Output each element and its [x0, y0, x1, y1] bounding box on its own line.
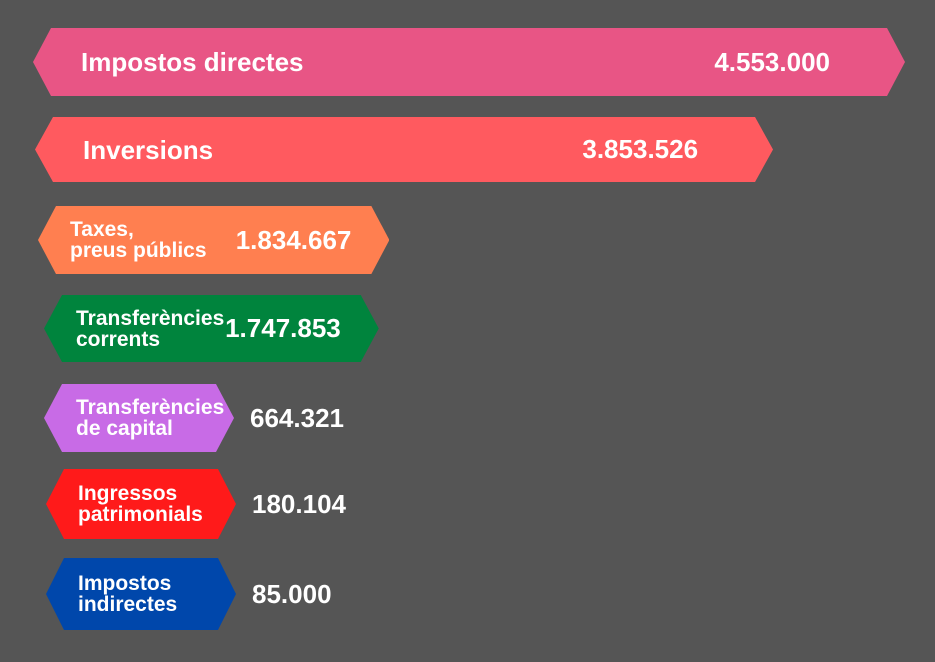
bar	[44, 384, 234, 452]
bar-value: 85.000	[252, 578, 332, 609]
bar	[44, 295, 379, 362]
bar-value: 1.834.667	[235, 224, 352, 255]
bar-label: Ingressos patrimonials	[78, 482, 203, 526]
bar-value: 3.853.526	[582, 134, 699, 164]
bar	[46, 558, 236, 630]
bar-label: Taxes, preus públics	[70, 218, 207, 262]
bar	[46, 469, 236, 539]
bar-label: Impostos directes	[81, 47, 304, 77]
bar-value: 180.104	[252, 488, 346, 519]
bar-value: 4.553.000	[714, 46, 830, 77]
bar-value: 664.321	[250, 402, 344, 433]
bar-label: Transferències corrents	[76, 306, 225, 351]
bar-label: Impostos indirectes	[78, 572, 178, 616]
bar	[33, 28, 905, 96]
bar-value: 1.747.853	[225, 313, 341, 343]
bar-label: Inversions	[83, 134, 214, 165]
bar	[35, 117, 773, 182]
bar-label: Transferències de capital	[76, 396, 225, 440]
bar	[38, 206, 389, 274]
